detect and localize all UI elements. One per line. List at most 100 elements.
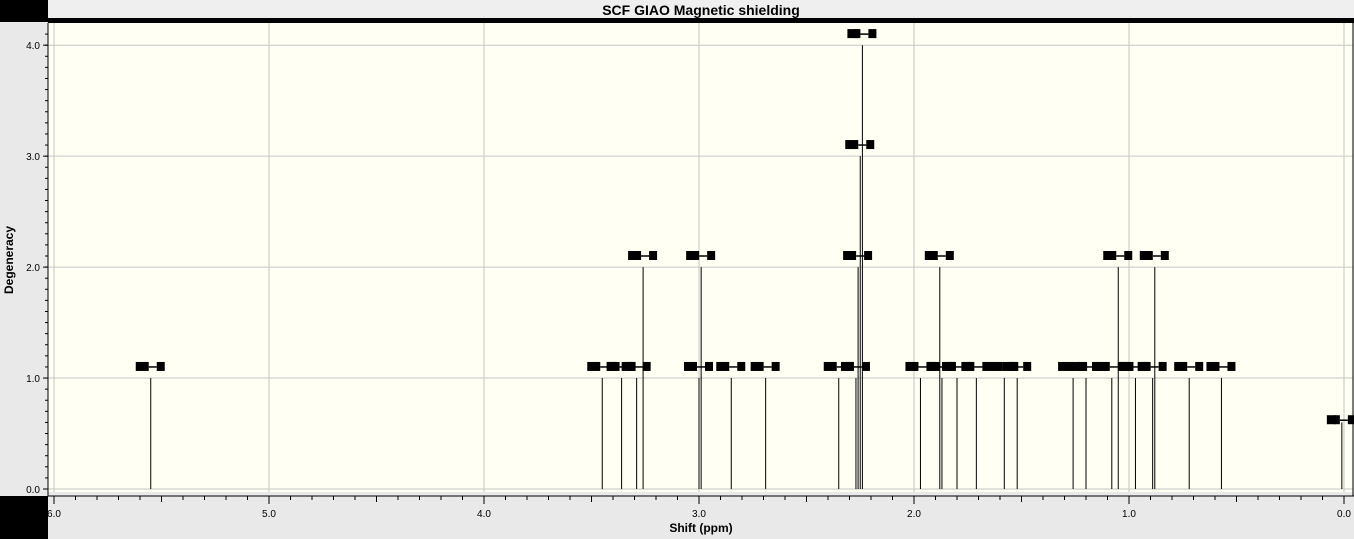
peak-marker [1174,361,1184,371]
peak-marker [924,251,934,260]
peak-marker [594,361,601,371]
peak-marker [1137,361,1147,371]
peak-marker [1110,251,1117,260]
peak-marker [635,251,642,260]
peak-marker [723,361,730,371]
peak-marker [716,361,726,371]
x-tick-label: 4.0 [477,509,491,520]
peak-marker [691,361,697,371]
peak-marker [942,361,951,371]
y-tick-label: 1.0 [26,374,40,385]
peak-marker [684,361,693,371]
peak-marker [693,251,700,260]
peak-marker [1071,361,1080,371]
plot-area [48,23,1353,492]
peak-marker [864,251,873,260]
peak-marker [905,361,915,371]
peak-marker [707,251,716,260]
peak-marker [156,361,165,371]
peak-marker [771,361,780,371]
x-tick-label: 1.0 [1122,509,1136,520]
peak-marker [912,361,919,371]
peak-marker [933,361,940,371]
peak-marker [628,361,635,371]
peak-marker [1195,361,1204,371]
peak-marker [750,361,760,371]
x-axis-label: Shift (ppm) [669,521,733,535]
x-tick-label: 5.0 [262,509,276,520]
peak-marker [737,361,746,371]
peak-marker [1213,361,1220,371]
peak-marker [613,361,620,371]
peak-marker [628,251,638,260]
peak-marker [949,361,955,371]
peak-marker [1227,361,1236,371]
peak-marker [1146,251,1153,260]
peak-marker [1139,251,1149,260]
peak-marker [1065,361,1072,371]
peak-marker [850,251,857,260]
peak-marker [845,140,855,150]
peak-marker [1158,361,1167,371]
peak-marker [587,361,597,371]
y-axis-label: Degeneracy [2,225,16,295]
peak-marker [1058,361,1068,371]
peak-marker [135,361,145,371]
peak-labels [135,29,1354,425]
peak-marker [868,29,877,39]
corner-block-top-left [0,0,48,22]
title-bar [48,0,1354,20]
peak-marker [1347,415,1354,425]
peak-marker [1096,361,1106,371]
peak-marker [1181,361,1188,371]
peak-marker [1127,361,1134,371]
y-tick-label: 4.0 [26,41,40,52]
peak-marker [847,361,854,371]
peak-marker [1023,361,1032,371]
peak-marker [1124,251,1133,260]
peak-marker [1333,415,1340,425]
x-tick-label: 3.0 [692,509,706,520]
peak-marker [830,361,837,371]
peak-marker [968,361,975,371]
peak-marker [931,251,938,260]
peak-marker [945,251,954,260]
y-tick-label: 2.0 [26,263,40,274]
y-tick-label: 0.0 [26,485,40,496]
peak-marker [1092,361,1100,371]
peak-stems[interactable] [150,45,1343,489]
chart-title: SCF GIAO Magnetic shielding [602,2,800,18]
title-rule [48,18,1354,23]
peak-marker [996,361,1003,371]
peak-marker [982,361,991,371]
peak-marker [1206,361,1216,371]
peak-marker [649,251,658,260]
peak-marker [705,361,713,371]
peak-marker [1103,251,1113,260]
peak-marker [989,361,999,371]
peak-marker [1120,361,1130,371]
peak-marker [852,140,859,150]
x-tick-label: 0.0 [1337,509,1351,520]
x-tick-label: 2.0 [907,509,921,520]
y-tick-label: 3.0 [26,152,40,163]
peak-marker [926,361,936,371]
peak-marker [621,361,631,371]
peak-marker [847,29,857,39]
peak-marker [823,361,833,371]
peak-marker [1002,361,1012,371]
peak-marker [1326,415,1336,425]
peak-marker [757,361,764,371]
peak-marker [606,361,616,371]
peak-marker [866,140,875,150]
peak-marker [1078,361,1084,371]
peak-marker [854,29,861,39]
peak-marker [1009,361,1016,371]
peak-marker [686,251,696,260]
peak-marker [961,361,971,371]
peak-marker [843,251,853,260]
peak-marker [142,361,149,371]
peak-marker [840,361,850,371]
corner-block-bottom-left [0,496,48,539]
